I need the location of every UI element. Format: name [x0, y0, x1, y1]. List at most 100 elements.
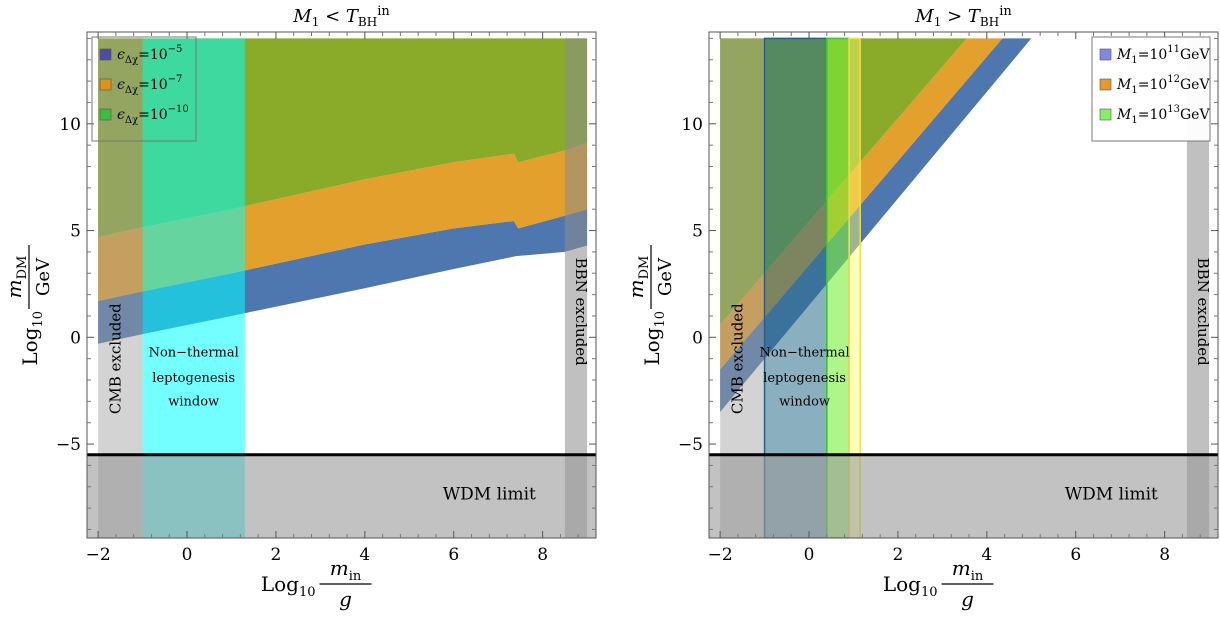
x-tick-label: 8 [1159, 545, 1170, 565]
plot-frame [86, 31, 597, 539]
y-label-num-sub: DM [637, 256, 652, 280]
legend-label: M [1116, 77, 1132, 93]
x-label-pre: Log [883, 572, 921, 596]
x-axis-label: Log10 [261, 572, 316, 600]
annotation-window1: Non−thermal [149, 346, 239, 361]
vertical-band-4 [848, 37, 861, 538]
annotation-window1: Non−thermal [759, 346, 849, 361]
legend-swatch-2 [99, 78, 112, 91]
legend-label: ϵ [117, 47, 125, 63]
legend-eq: =10 [1138, 77, 1168, 93]
legend-entry-1: M1=1011GeV [1116, 44, 1210, 66]
x-tick-label: 6 [1070, 545, 1081, 565]
y-tick-label: 5 [692, 222, 703, 242]
title-var-sub: BH [980, 15, 999, 29]
title-sub: 1 [312, 15, 320, 29]
title-sup: in [999, 4, 1012, 19]
title-main: M [292, 6, 312, 27]
annotation-window3: window [779, 395, 830, 410]
y-tick-label: 10 [59, 115, 81, 135]
y-label-denominator: GeV [33, 257, 54, 296]
title-rel: < [319, 6, 346, 27]
legend-eq: =10 [1138, 47, 1168, 63]
x-label-sub: 10 [921, 585, 938, 600]
legend-label: ϵ [117, 107, 125, 123]
y-tick-label: 0 [692, 328, 703, 348]
legend-label: M [1116, 47, 1132, 63]
y-label-sub: 10 [31, 311, 46, 328]
chart-title: M1 < TBHin [292, 4, 390, 29]
legend-sup: 12 [1167, 74, 1180, 85]
y-tick-label: 0 [70, 328, 81, 348]
legend-entry-3: M1=1013GeV [1116, 104, 1210, 126]
annotation-window2: leptogenesis [152, 371, 235, 386]
legend-sub: 1 [1131, 115, 1137, 126]
legend-box [1091, 36, 1211, 142]
x-tick-label: 6 [448, 545, 459, 565]
x-tick-label: −2 [708, 545, 733, 565]
title-var-sub: BH [358, 15, 377, 29]
x-tick-label: 4 [359, 545, 370, 565]
chart-title: M1 > TBHin [914, 4, 1012, 29]
annotation-cmb: CMB excluded [106, 303, 124, 414]
y-label-num: m [624, 279, 648, 298]
y-tick-label: −5 [56, 435, 81, 455]
x-label-numerator: min [330, 556, 362, 584]
legend-box [91, 36, 197, 142]
y-label-prefix: Log10 [18, 311, 46, 366]
annotation-wdm: WDM limit [1065, 485, 1158, 505]
legend-post: GeV [1180, 107, 1210, 123]
legend-entry-1: ϵΔχ=10−5 [117, 44, 182, 66]
legend-sup: −10 [168, 104, 189, 115]
plot-area [709, 37, 1218, 538]
x-label-denominator: g [339, 587, 352, 611]
x-tick-label: −2 [86, 545, 111, 565]
legend-eq: =10 [138, 77, 168, 93]
annotation-wdm: WDM limit [443, 485, 536, 505]
legend-sup: 11 [1167, 44, 1180, 55]
legend-eq: =10 [1138, 107, 1168, 123]
legend-swatch-3 [99, 108, 112, 121]
x-axis-label: Log10 [883, 572, 938, 600]
x-label-num: m [330, 556, 349, 580]
vertical-band-5 [1186, 38, 1210, 538]
legend-sub: Δχ [125, 55, 138, 66]
wdm-band [709, 454, 1218, 538]
wdm-band [87, 454, 596, 538]
y-label-pre: Log [18, 327, 42, 365]
y-label-pre: Log [640, 327, 664, 365]
title-var: T [968, 6, 982, 27]
legend-eq: =10 [138, 107, 168, 123]
series-1-band [720, 38, 1032, 413]
title-main: M [914, 6, 934, 27]
annotation-window2: leptogenesis [763, 371, 846, 386]
legend-sub: 1 [1131, 55, 1137, 66]
x-tick-label: 2 [271, 545, 282, 565]
y-label-denominator: GeV [655, 257, 676, 296]
legend-sup: 13 [1167, 104, 1180, 115]
x-label-num: m [952, 556, 971, 580]
annotation-cmb: CMB excluded [728, 303, 746, 414]
y-label-numerator: mDM [624, 256, 652, 299]
legend-post: GeV [1180, 77, 1210, 93]
x-tick-label: 8 [537, 545, 548, 565]
x-tick-label: 2 [893, 545, 904, 565]
legend-entry-3: ϵΔχ=10−10 [117, 104, 189, 126]
y-label-num-sub: DM [15, 256, 30, 280]
title-var: T [346, 6, 360, 27]
legend-swatch-1 [99, 48, 112, 61]
legend-sub: 1 [1131, 85, 1137, 96]
annotation-bbn: BBN excluded [572, 258, 590, 367]
legend-sub: Δχ [125, 85, 138, 96]
y-tick-label: 5 [70, 222, 81, 242]
x-label-num-sub: in [971, 569, 984, 584]
x-tick-label: 0 [804, 545, 815, 565]
title-sub: 1 [934, 15, 942, 29]
legend-sub: Δχ [125, 115, 138, 126]
x-label-sub: 10 [299, 585, 316, 600]
